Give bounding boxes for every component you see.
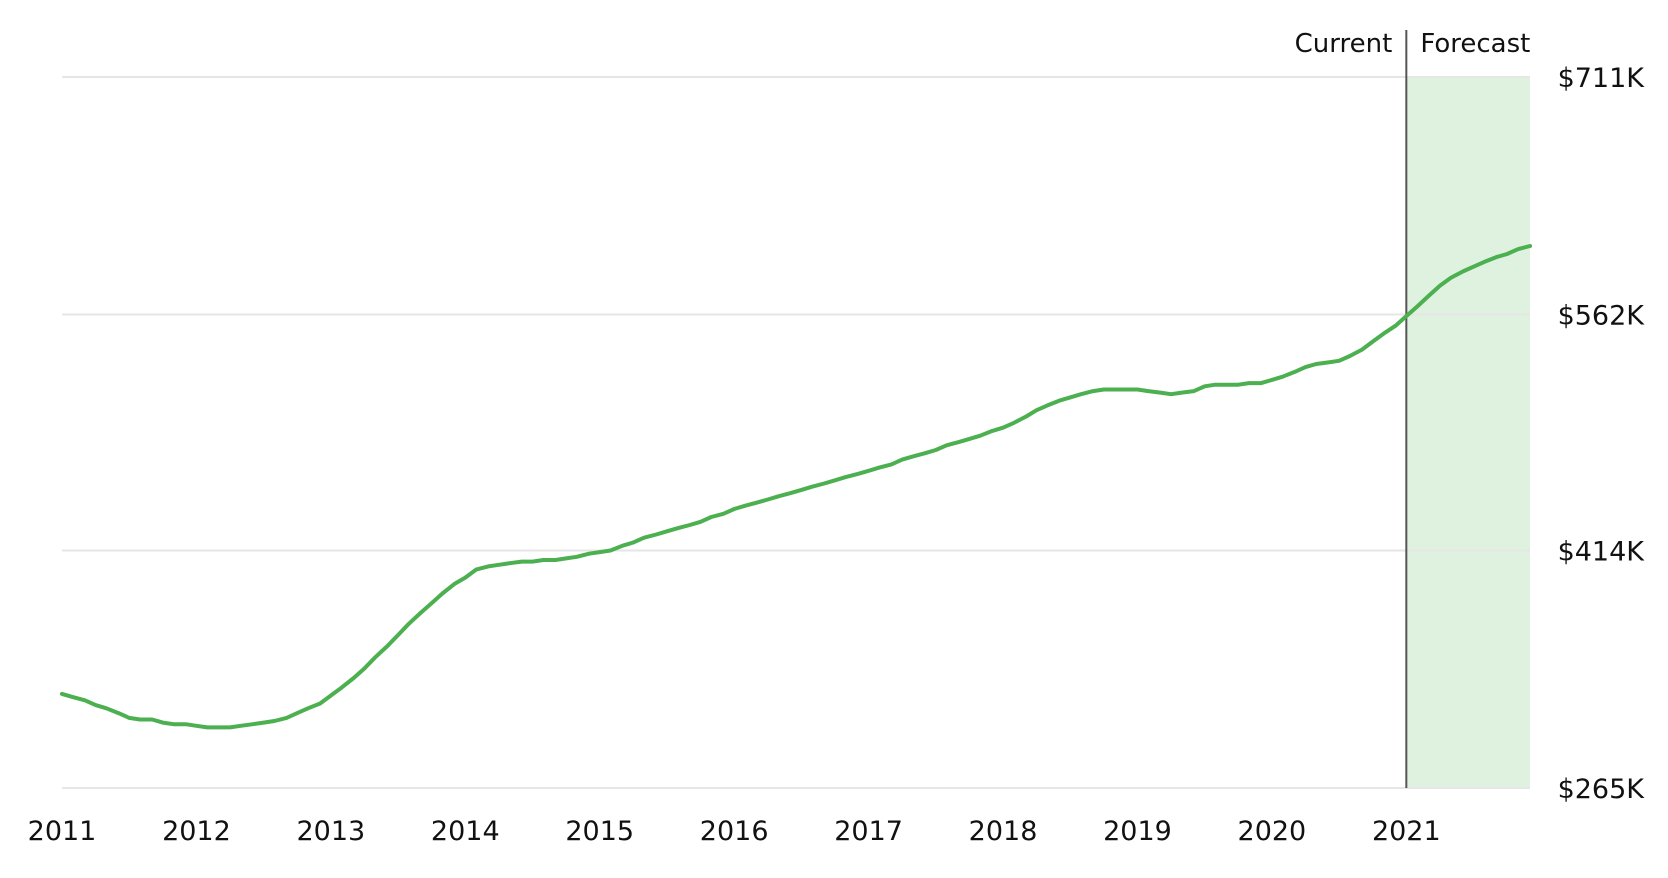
x-tick-label: 2012 <box>162 816 231 847</box>
x-tick-label: 2016 <box>700 816 769 847</box>
x-tick-label: 2017 <box>834 816 903 847</box>
y-tick-label: $414K <box>1558 536 1646 567</box>
forecast-label: Forecast <box>1420 29 1530 59</box>
x-tick-label: 2020 <box>1238 816 1307 847</box>
x-tick-label: 2014 <box>431 816 500 847</box>
current-label: Current <box>1295 29 1393 59</box>
x-tick-label: 2019 <box>1103 816 1172 847</box>
y-axis-tick-labels: $265K $414K $562K $711K <box>1558 63 1646 805</box>
x-tick-label: 2021 <box>1372 816 1441 847</box>
x-tick-label: 2013 <box>297 816 366 847</box>
gridlines <box>62 76 1530 789</box>
x-tick-label: 2011 <box>28 816 97 847</box>
y-tick-label: $711K <box>1558 63 1646 94</box>
y-tick-label: $265K <box>1558 774 1646 805</box>
home-value-series-line <box>60 244 1532 730</box>
x-tick-label: 2015 <box>565 816 634 847</box>
x-tick-label: 2018 <box>969 816 1038 847</box>
y-tick-label: $562K <box>1558 301 1646 332</box>
x-axis-tick-labels: 2011 2012 2013 2014 2015 2016 2017 2018 2019 2020… <box>28 816 1441 847</box>
forecast-region <box>1406 77 1530 788</box>
